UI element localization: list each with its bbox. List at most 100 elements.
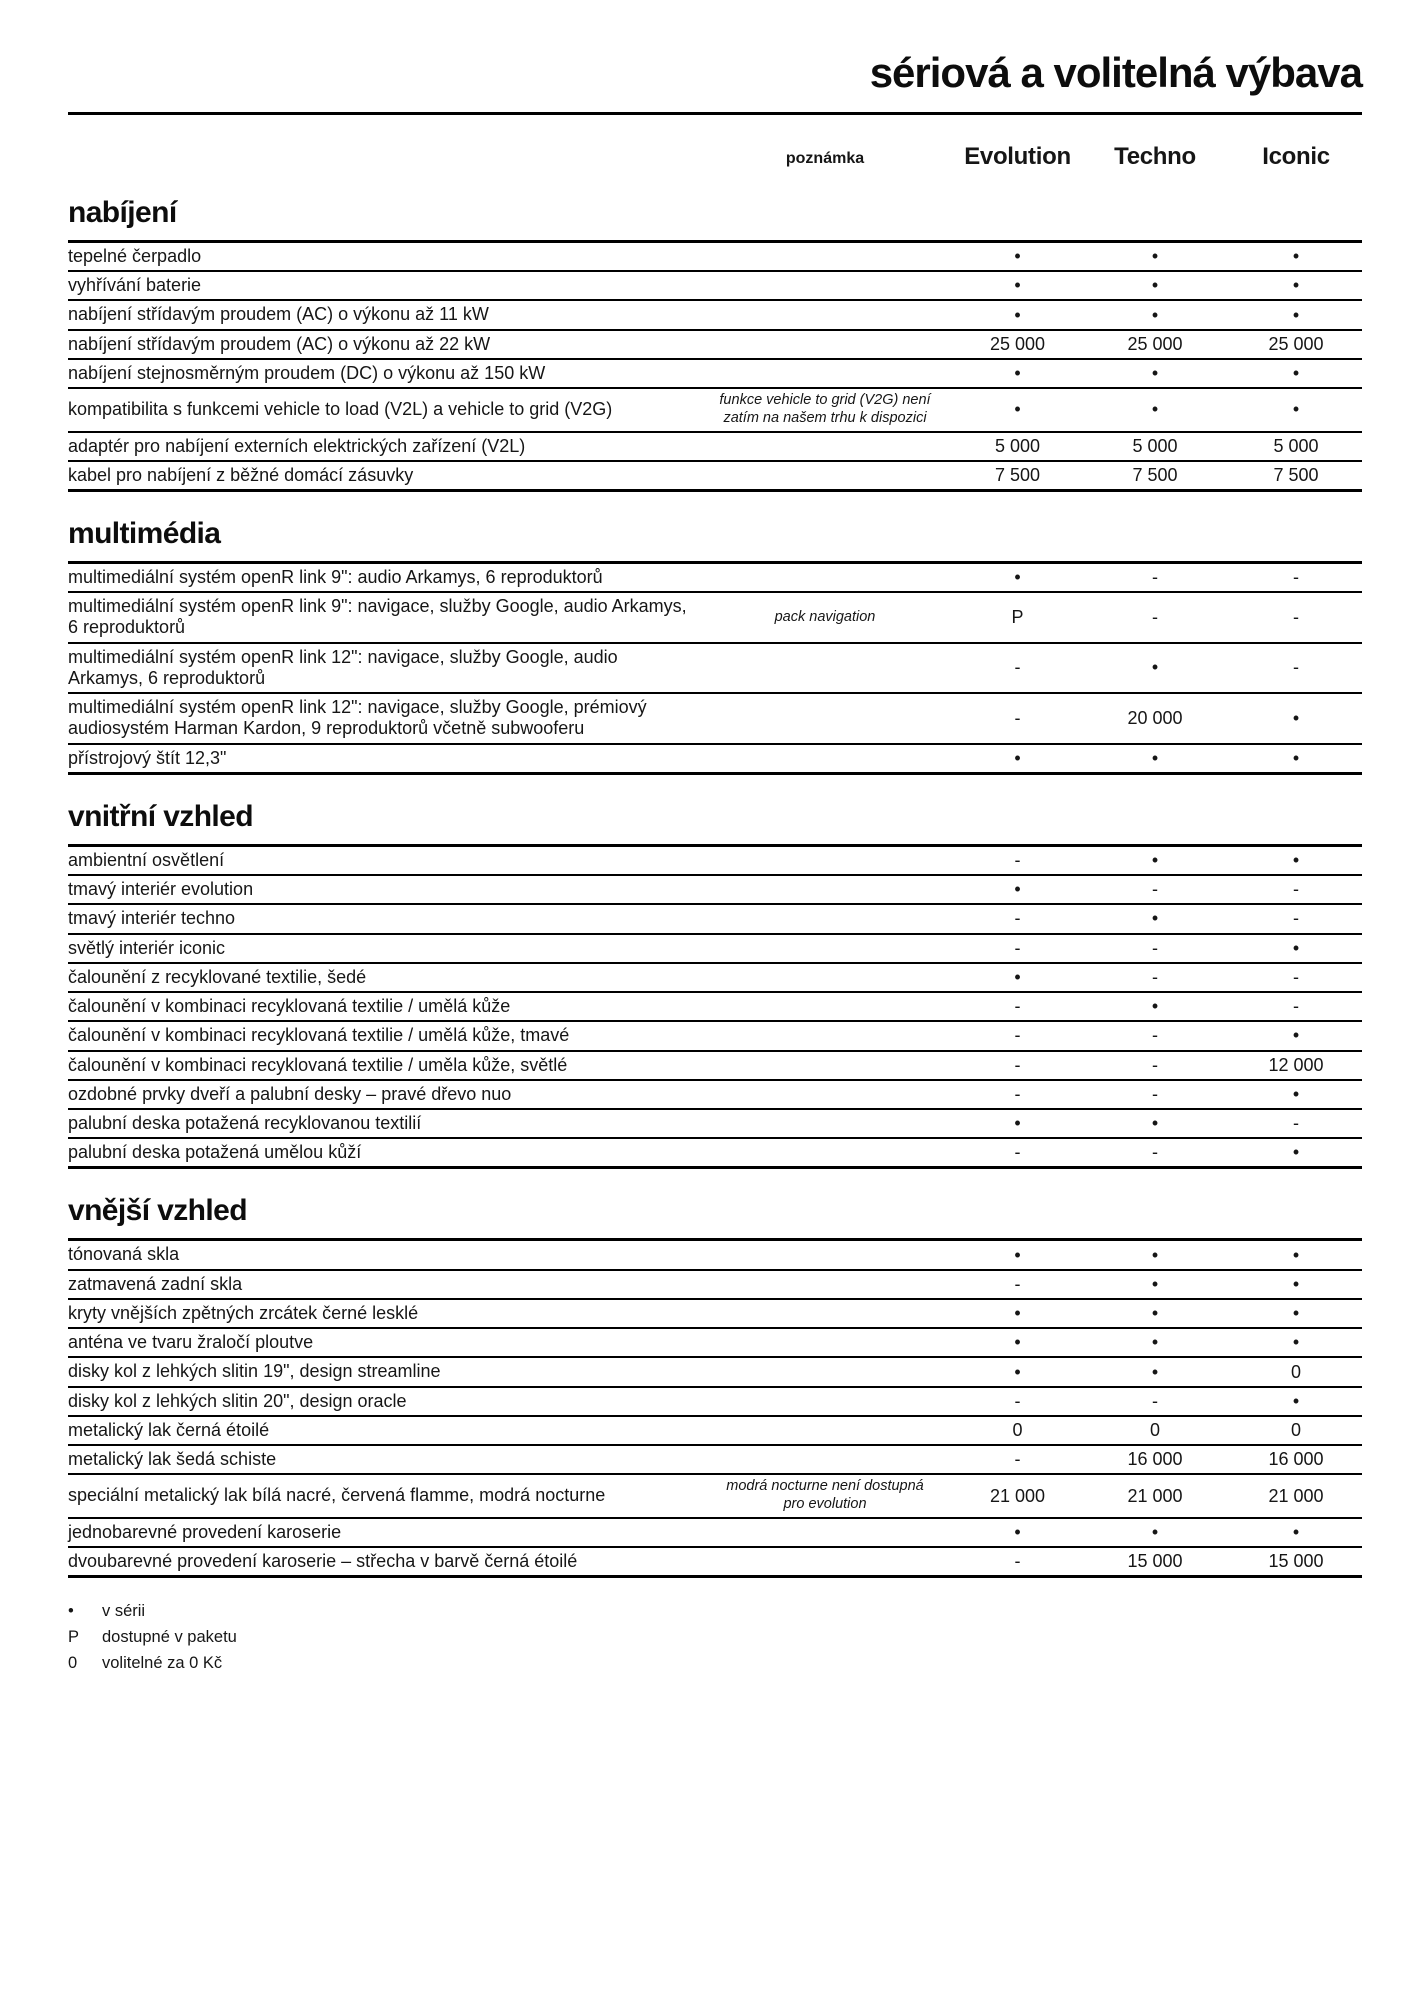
- table-row: jednobarevné provedení karoserie • • •: [68, 1519, 1362, 1548]
- equipment-table: tónovaná skla • • • zatmavená zadní skla…: [68, 1238, 1362, 1579]
- value-evolution: •: [1014, 363, 1021, 384]
- value-iconic: -: [1293, 567, 1299, 588]
- row-label: zatmavená zadní skla: [68, 1273, 243, 1294]
- row-label: disky kol z lehkých slitin 20", design o…: [68, 1390, 407, 1411]
- legend-label: dostupné v paketu: [102, 1628, 237, 1647]
- value-techno: 7 500: [1132, 464, 1178, 485]
- page-content: sériová a volitelná výbava poznámka Evol…: [68, 49, 1363, 1673]
- value-iconic: 16 000: [1268, 1449, 1324, 1470]
- value-evolution: •: [1014, 1113, 1021, 1134]
- table-row: dvoubarevné provedení karoserie – střech…: [68, 1548, 1362, 1579]
- column-header-note: poznámka: [785, 150, 865, 167]
- value-evolution: •: [1014, 879, 1021, 900]
- value-techno: -: [1152, 1054, 1158, 1075]
- value-techno: •: [1151, 1244, 1159, 1265]
- value-techno: 15 000: [1127, 1551, 1183, 1572]
- table-row: čalounění v kombinaci recyklovaná textil…: [68, 1022, 1362, 1052]
- value-evolution: 0: [1012, 1419, 1023, 1440]
- row-label: adaptér pro nabíjení externích elektrick…: [68, 435, 526, 456]
- value-iconic: 5 000: [1273, 435, 1319, 456]
- value-iconic: •: [1292, 747, 1300, 768]
- value-evolution: -: [1014, 1273, 1021, 1294]
- row-label: čalounění z recyklované textilie, šedé: [68, 966, 367, 987]
- value-techno: •: [1151, 747, 1159, 768]
- value-evolution: -: [1014, 908, 1021, 929]
- value-techno: •: [1151, 1332, 1159, 1353]
- row-label: palubní deska potažená recyklovanou text…: [68, 1113, 422, 1133]
- value-iconic: •: [1292, 399, 1300, 420]
- table-row: nabíjení stejnosměrným proudem (DC) o vý…: [68, 360, 1362, 390]
- row-label: disky kol z lehkých slitin 19", design s…: [68, 1361, 441, 1382]
- section-title: multimédia: [68, 517, 221, 551]
- row-label: tepelné čerpadlo: [68, 246, 202, 266]
- row-label: nabíjení stejnosměrným proudem (DC) o vý…: [68, 362, 546, 383]
- value-techno: •: [1151, 399, 1159, 420]
- value-evolution: •: [1014, 1303, 1021, 1324]
- table-row: nabíjení střídavým proudem (AC) o výkonu…: [68, 331, 1362, 360]
- row-label: čalounění v kombinaci recyklovaná textil…: [68, 1025, 570, 1046]
- value-iconic: 25 000: [1268, 333, 1324, 354]
- row-label: metalický lak šedá schiste: [68, 1449, 277, 1470]
- value-evolution: -: [1014, 1054, 1021, 1075]
- row-label: jednobarevné provedení karoserie: [68, 1521, 342, 1542]
- table-row: kabel pro nabíjení z běžné domácí zásuvk…: [68, 462, 1362, 493]
- value-iconic: -: [1293, 996, 1299, 1017]
- value-evolution: •: [1014, 1361, 1021, 1382]
- legend-symbol: P: [68, 1628, 80, 1647]
- value-techno: •: [1151, 850, 1159, 870]
- equipment-table: tepelné čerpadlo • • • vyhřívání baterie…: [68, 240, 1362, 493]
- value-techno: •: [1151, 657, 1159, 678]
- value-evolution: 5 000: [994, 435, 1041, 456]
- value-iconic: 15 000: [1268, 1551, 1324, 1572]
- value-evolution: •: [1014, 304, 1021, 325]
- table-row: disky kol z lehkých slitin 20", design o…: [68, 1388, 1362, 1417]
- table-row: čalounění v kombinaci recyklovaná textil…: [68, 993, 1362, 1023]
- row-label: multimediální systém openR link 12": nav…: [68, 646, 618, 688]
- legend-symbol: •: [68, 1602, 74, 1621]
- legend-label: v sérii: [102, 1602, 146, 1621]
- value-techno: 21 000: [1127, 1485, 1183, 1506]
- table-row: tepelné čerpadlo • • •: [68, 243, 1362, 273]
- row-label: tmavý interiér techno: [68, 908, 236, 929]
- value-iconic: 0: [1290, 1361, 1301, 1382]
- column-headers: poznámka Evolution Techno Iconic: [68, 143, 1362, 171]
- table-row: palubní deska potažená recyklovanou text…: [68, 1110, 1362, 1140]
- title-divider: [68, 112, 1362, 115]
- value-techno: •: [1151, 246, 1159, 267]
- table-row: multimediální systém openR link 12": nav…: [68, 694, 1362, 745]
- table-row: zatmavená zadní skla - • •: [68, 1271, 1362, 1300]
- legend: • v sérii P dostupné v paketu 0 voliteln…: [68, 1602, 1362, 1673]
- table-row: světlý interiér iconic - - •: [68, 935, 1362, 964]
- row-label: tmavý interiér evolution: [68, 879, 254, 900]
- row-label: anténa ve tvaru žraločí ploutve: [68, 1332, 314, 1353]
- value-iconic: -: [1293, 908, 1299, 929]
- value-techno: 5 000: [1132, 435, 1178, 456]
- value-evolution: P: [1011, 606, 1024, 627]
- value-techno: -: [1152, 966, 1158, 987]
- row-label: kabel pro nabíjení z běžné domácí zásuvk…: [68, 464, 414, 485]
- row-label: čalounění v kombinaci recyklovaná textil…: [68, 996, 511, 1017]
- row-label: ambientní osvětlení: [68, 849, 225, 870]
- value-iconic: 21 000: [1268, 1485, 1324, 1506]
- value-iconic: •: [1292, 1521, 1300, 1542]
- value-iconic: •: [1292, 937, 1300, 958]
- value-techno: •: [1151, 1113, 1159, 1134]
- legend-item: 0 volitelné za 0 Kč: [68, 1654, 1362, 1673]
- value-evolution: -: [1014, 1449, 1021, 1470]
- value-evolution: •: [1014, 966, 1021, 987]
- table-row: tónovaná skla • • •: [68, 1241, 1362, 1271]
- value-evolution: •: [1014, 1332, 1021, 1353]
- value-evolution: -: [1014, 1083, 1021, 1104]
- table-row: přístrojový štít 12,3" • • •: [68, 745, 1362, 775]
- value-techno: -: [1152, 567, 1158, 588]
- legend-label: volitelné za 0 Kč: [102, 1654, 223, 1673]
- row-label: vyhřívání baterie: [68, 275, 202, 296]
- value-techno: -: [1152, 937, 1158, 958]
- section-title: vnější vzhled: [68, 1194, 248, 1228]
- row-label: čalounění v kombinaci recyklovaná textil…: [68, 1054, 568, 1075]
- table-row: kompatibilita s funkcemi vehicle to load…: [68, 389, 1362, 433]
- page-title: sériová a volitelná výbava: [869, 49, 1363, 96]
- value-techno: •: [1151, 275, 1159, 296]
- value-iconic: 7 500: [1273, 464, 1319, 485]
